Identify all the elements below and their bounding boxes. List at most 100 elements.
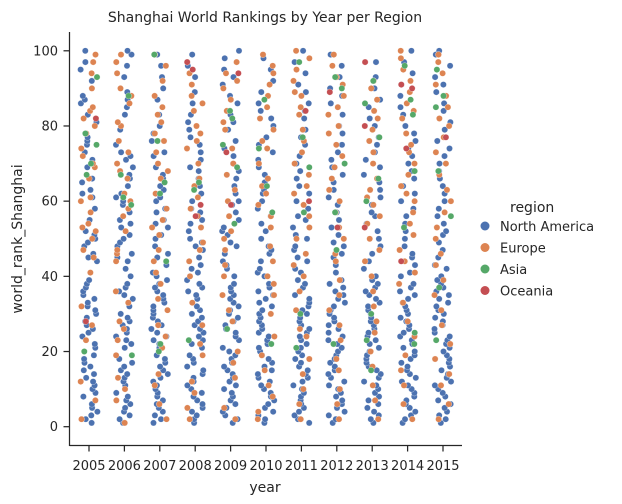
point-north-america-2010: [261, 415, 269, 423]
point-europe-2010: [269, 62, 276, 70]
point-north-america-2012: [339, 284, 347, 291]
point-north-america-2014: [400, 329, 407, 336]
point-europe-2012: [335, 367, 343, 374]
point-asia-2011: [295, 58, 303, 66]
point-north-america-2011: [293, 197, 300, 205]
point-europe-2014: [403, 100, 411, 107]
point-north-america-2010: [269, 149, 277, 156]
point-asia-2015: [433, 66, 441, 73]
point-north-america-2014: [402, 122, 409, 130]
point-europe-2006: [113, 70, 121, 77]
point-north-america-2013: [365, 103, 372, 111]
point-europe-2009: [230, 359, 237, 367]
point-north-america-2015: [439, 182, 447, 190]
point-europe-2006: [114, 246, 121, 254]
point-north-america-2013: [374, 227, 381, 235]
point-north-america-2013: [376, 164, 384, 171]
y-tick-label: 20: [41, 345, 58, 360]
point-north-america-2008: [193, 303, 201, 310]
point-europe-2007: [158, 118, 165, 126]
point-north-america-2014: [401, 235, 409, 243]
point-north-america-2008: [198, 314, 206, 321]
point-north-america-2009: [232, 137, 239, 145]
point-asia-2011: [293, 344, 300, 352]
point-north-america-2009: [232, 400, 239, 408]
point-europe-2008: [185, 258, 193, 265]
point-europe-2012: [337, 336, 344, 344]
point-north-america-2013: [365, 329, 372, 336]
point-north-america-2015: [444, 299, 452, 306]
point-europe-2009: [221, 261, 229, 269]
legend-marker: [480, 264, 490, 274]
point-north-america-2010: [257, 382, 265, 389]
point-north-america-2009: [233, 175, 240, 182]
point-north-america-2011: [305, 419, 313, 427]
point-north-america-2007: [148, 137, 156, 145]
point-asia-2005: [82, 130, 89, 137]
point-north-america-2014: [409, 70, 416, 77]
point-north-america-2011: [299, 378, 306, 385]
point-europe-2010: [270, 70, 277, 77]
point-oceania-2014: [398, 81, 405, 88]
x-tick-label: 2014: [391, 459, 424, 474]
point-europe-2007: [155, 246, 162, 254]
point-north-america-2012: [341, 378, 348, 385]
point-north-america-2010: [254, 370, 262, 378]
point-europe-2012: [325, 130, 333, 137]
point-europe-2013: [368, 273, 375, 280]
point-north-america-2015: [431, 325, 438, 333]
point-north-america-2007: [151, 412, 159, 419]
point-oceania-2008: [183, 58, 191, 66]
point-europe-2007: [154, 111, 161, 118]
point-asia-2015: [447, 212, 455, 220]
point-north-america-2006: [128, 51, 135, 58]
point-north-america-2011: [289, 224, 297, 231]
point-north-america-2014: [411, 291, 419, 299]
point-north-america-2012: [334, 149, 342, 156]
point-europe-2011: [306, 355, 313, 363]
point-north-america-2013: [377, 370, 384, 378]
point-north-america-2010: [256, 265, 264, 273]
point-north-america-2011: [302, 88, 310, 96]
point-north-america-2008: [188, 51, 196, 58]
point-north-america-2014: [397, 197, 405, 205]
point-north-america-2005: [92, 306, 99, 314]
point-europe-2010: [266, 243, 274, 250]
point-europe-2012: [336, 276, 344, 284]
point-europe-2007: [156, 400, 163, 408]
point-europe-2006: [114, 336, 121, 344]
point-europe-2013: [374, 115, 381, 122]
point-north-america-2009: [235, 216, 243, 224]
point-europe-2008: [184, 404, 191, 412]
point-north-america-2009: [235, 303, 242, 310]
point-asia-2015: [432, 103, 440, 111]
point-north-america-2015: [439, 389, 446, 397]
point-europe-2012: [325, 111, 332, 118]
point-north-america-2009: [232, 209, 240, 216]
point-europe-2012: [326, 306, 333, 314]
point-north-america-2006: [123, 62, 131, 70]
point-north-america-2006: [117, 149, 125, 156]
point-north-america-2007: [150, 336, 157, 344]
point-north-america-2012: [325, 382, 333, 389]
point-europe-2008: [199, 239, 207, 246]
point-north-america-2006: [120, 73, 128, 81]
point-europe-2005: [78, 145, 85, 152]
point-europe-2013: [370, 107, 378, 115]
point-europe-2011: [290, 190, 298, 197]
point-asia-2005: [81, 348, 88, 355]
point-north-america-2008: [186, 352, 193, 359]
point-asia-2014: [411, 167, 418, 175]
point-north-america-2012: [326, 359, 334, 367]
point-north-america-2013: [374, 280, 382, 288]
point-europe-2007: [164, 167, 172, 175]
point-asia-2006: [127, 201, 135, 209]
point-north-america-2012: [330, 314, 338, 321]
point-europe-2012: [339, 152, 346, 160]
point-europe-2009: [231, 186, 239, 194]
point-europe-2010: [261, 367, 268, 374]
point-europe-2008: [193, 137, 201, 145]
legend-label: Oceania: [500, 285, 553, 300]
point-europe-2009: [220, 85, 227, 92]
point-north-america-2011: [299, 47, 307, 55]
